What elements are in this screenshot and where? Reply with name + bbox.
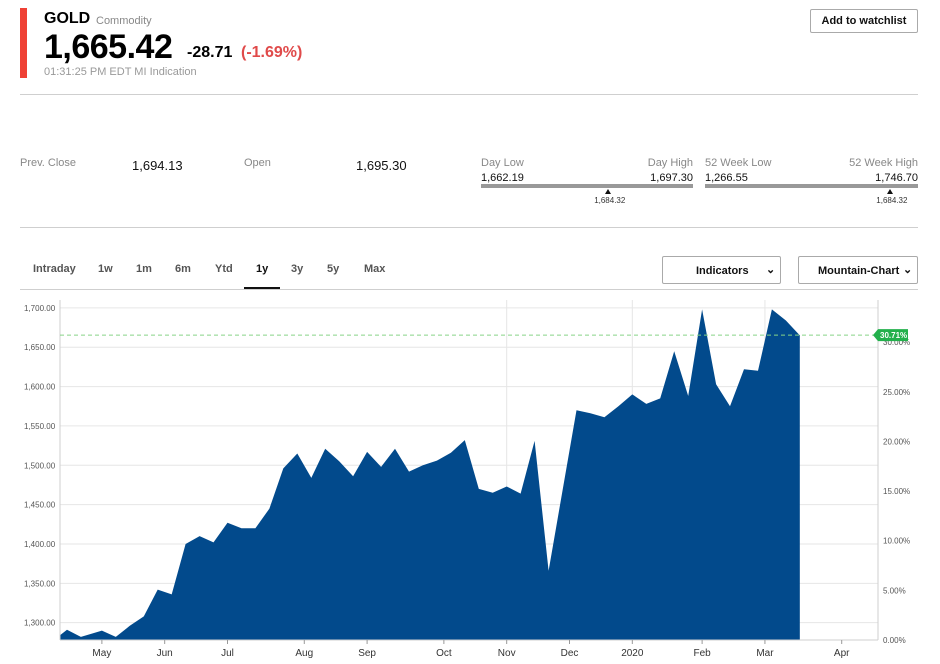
percent-change-badge [873, 329, 908, 342]
tab-1m[interactable]: 1m [136, 263, 152, 275]
y2-tick-label: 0.00% [883, 636, 906, 645]
x-tick-label: Apr [834, 648, 850, 659]
prev-close-value: 1,694.13 [132, 158, 183, 173]
prev-close-label: Prev. Close [20, 157, 77, 169]
chart-type-dropdown[interactable]: Mountain-Chart ⌄ [798, 256, 918, 284]
price-change-percent: (-1.69%) [241, 44, 303, 61]
tab-max[interactable]: Max [364, 263, 386, 275]
tab-3y[interactable]: 3y [291, 263, 304, 275]
tab-1y[interactable]: 1y [256, 263, 269, 275]
day-range-current: 1,684.32 [594, 196, 626, 205]
y2-tick-label: 15.00% [883, 487, 910, 496]
x-tick-label: Sep [358, 648, 376, 659]
x-tick-label: 2020 [621, 648, 644, 659]
day-range-marker [605, 189, 612, 194]
tab-ytd[interactable]: Ytd [215, 263, 233, 275]
classification: Commodity [96, 15, 152, 27]
open-label: Open [244, 157, 271, 169]
day-range-bar [481, 184, 693, 188]
x-tick-label: Mar [756, 648, 774, 659]
stats-divider [20, 227, 918, 228]
x-tick-label: Aug [295, 648, 313, 659]
y2-tick-label: 30.00% [883, 338, 910, 347]
y-tick-label: 1,700.00 [24, 304, 56, 313]
week52-range-marker [887, 189, 894, 194]
x-tick-label: Dec [561, 648, 579, 659]
x-tick-label: Feb [693, 648, 711, 659]
day-low-label: Day Low [481, 157, 524, 169]
add-to-watchlist-button[interactable]: Add to watchlist [810, 9, 918, 33]
week52-high-value: 1,746.70 [875, 172, 918, 184]
tab-intraday[interactable]: Intraday [33, 263, 76, 275]
last-price: 1,665.42 [44, 28, 173, 66]
price-area-series [60, 309, 800, 640]
tab-1w[interactable]: 1w [98, 263, 113, 275]
chart-type-label: Mountain-Chart [818, 265, 900, 277]
price-chart: 1,300.00 1,350.00 1,400.00 1,450.00 1,500.00… [24, 300, 910, 659]
week52-high-label: 52 Week High [849, 157, 918, 169]
y-tick-label: 1,500.00 [24, 461, 56, 470]
x-tick-label: Jun [157, 648, 173, 659]
percent-change-badge-label: 30.71% [880, 331, 907, 340]
week52-low-value: 1,266.55 [705, 172, 748, 184]
header-divider [20, 94, 918, 95]
x-axis: May Jun Jul Aug Sep Oct Nov Dec 2020 Feb Mar Apr [60, 639, 878, 659]
indicators-label: Indicators [696, 265, 749, 277]
y-tick-label: 1,550.00 [24, 422, 56, 431]
y2-tick-label: 20.00% [883, 437, 910, 446]
day-low-value: 1,662.19 [481, 172, 524, 184]
week52-range-bar [705, 184, 918, 188]
y-tick-label: 1,450.00 [24, 501, 56, 510]
x-tick-label: Nov [498, 648, 516, 659]
y-tick-label: 1,400.00 [24, 540, 56, 549]
y2-tick-label: 10.00% [883, 537, 910, 546]
quote-header: GOLD Commodity 1,665.42 -28.71 (-1.69%) … [0, 0, 940, 96]
tab-6m[interactable]: 6m [175, 263, 191, 275]
y-tick-label: 1,600.00 [24, 383, 56, 392]
active-tab-indicator [244, 287, 280, 289]
week52-range-current: 1,684.32 [876, 196, 908, 205]
day-high-value: 1,697.30 [650, 172, 693, 184]
indicators-dropdown[interactable]: Indicators ⌄ [662, 256, 781, 284]
week52-low-label: 52 Week Low [705, 157, 772, 169]
open-value: 1,695.30 [356, 158, 407, 173]
x-tick-label: Oct [436, 648, 452, 659]
accent-bar [20, 8, 27, 78]
y-tick-label: 1,350.00 [24, 579, 56, 588]
chevron-down-icon: ⌄ [766, 264, 776, 276]
chart-area-layer [60, 309, 800, 640]
y-tick-label: 1,300.00 [24, 619, 56, 628]
price-change: -28.71 [187, 44, 233, 61]
y-axis-right: 0.00% 5.00% 10.00% 15.00% 20.00% 25.00% 30.00% [877, 300, 910, 645]
quote-timestamp: 01:31:25 PM EDT MI Indication [44, 66, 197, 78]
x-tick-label: May [92, 648, 111, 659]
y2-tick-label: 5.00% [883, 586, 906, 595]
reference-layer: 30.71% [60, 329, 908, 342]
x-tick-label: Jul [221, 648, 234, 659]
tab-5y[interactable]: 5y [327, 263, 340, 275]
y-axis-left: 1,300.00 1,350.00 1,400.00 1,450.00 1,500.00… [24, 300, 61, 640]
chart-top-divider [20, 289, 918, 290]
chevron-down-icon: ⌄ [903, 264, 913, 276]
day-high-label: Day High [647, 157, 693, 169]
y-tick-label: 1,650.00 [24, 343, 56, 352]
symbol: GOLD [44, 10, 91, 27]
y2-tick-label: 25.00% [883, 388, 910, 397]
